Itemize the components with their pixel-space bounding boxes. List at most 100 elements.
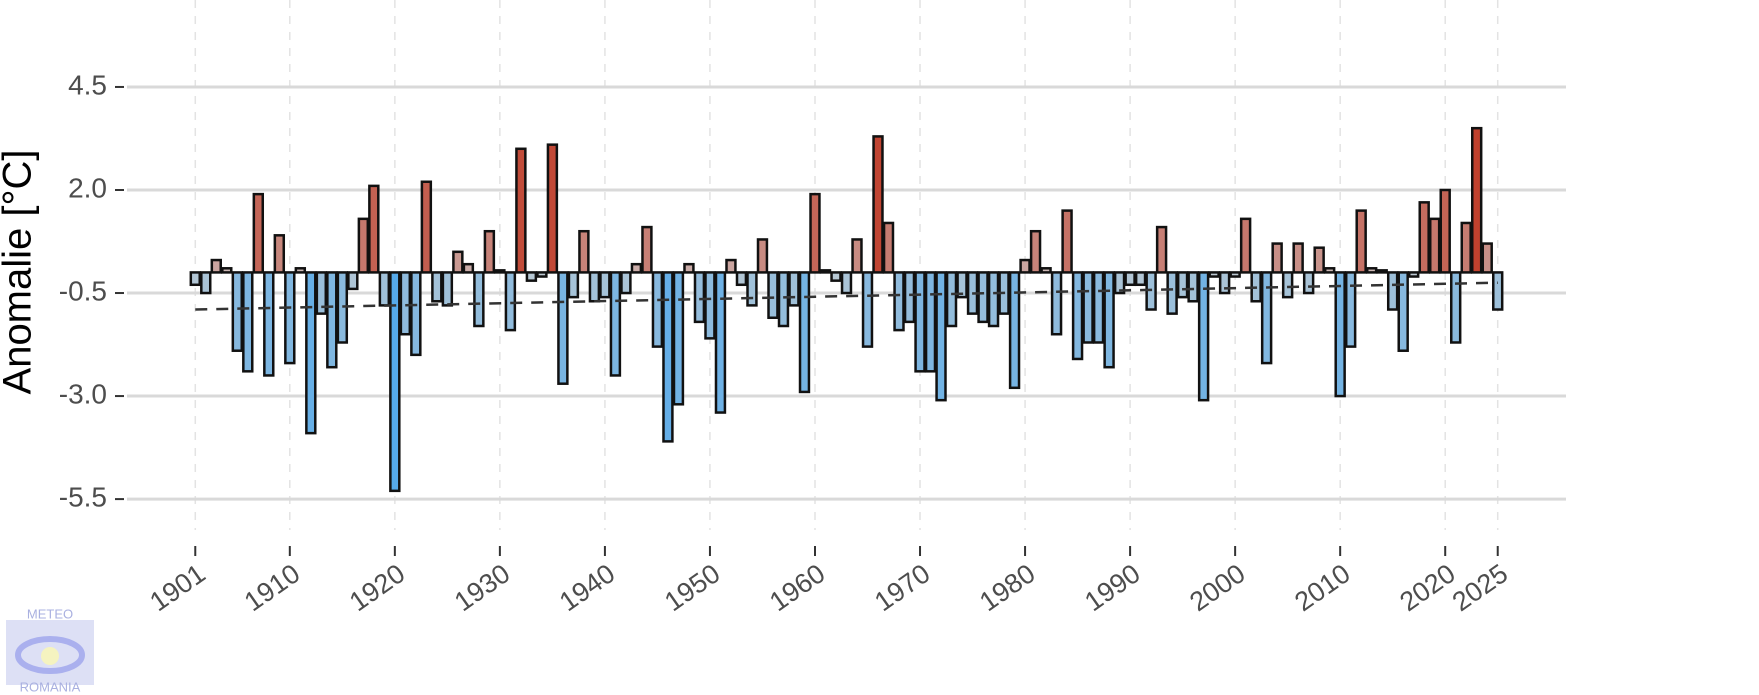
bar	[914, 271, 926, 373]
bar	[725, 258, 737, 274]
bar	[819, 269, 832, 274]
bar	[903, 271, 916, 324]
bar	[1418, 201, 1430, 274]
bar	[1302, 271, 1315, 295]
bar	[231, 271, 244, 352]
bar	[1197, 271, 1210, 402]
bar	[882, 221, 895, 274]
bar	[221, 267, 233, 274]
bar	[1439, 188, 1451, 274]
bar	[956, 271, 968, 299]
bar	[1492, 271, 1504, 311]
x-tick-label: 2000	[1184, 558, 1250, 617]
bar	[326, 271, 338, 369]
x-tick-label: 1910	[239, 558, 305, 617]
bar	[294, 267, 307, 274]
bar	[1481, 242, 1493, 274]
bar	[662, 271, 674, 443]
bar	[767, 271, 779, 320]
bar	[452, 250, 464, 274]
y-tick-label: -3.0	[59, 378, 107, 409]
bar	[557, 271, 569, 385]
bar	[756, 238, 769, 274]
bar	[1218, 271, 1231, 295]
bar	[189, 271, 201, 287]
bar	[1187, 271, 1199, 303]
logo-top: METEO	[27, 606, 73, 621]
y-tick-label: -5.5	[59, 481, 107, 512]
bar	[515, 147, 527, 274]
bar	[977, 271, 989, 324]
bar	[347, 271, 359, 291]
x-tick-label: 1990	[1079, 558, 1145, 617]
bar	[630, 262, 643, 274]
bar	[588, 271, 601, 303]
bar	[1376, 269, 1388, 274]
bar	[1134, 271, 1147, 287]
bar	[651, 271, 664, 348]
bar	[1092, 271, 1105, 344]
bar	[210, 258, 222, 274]
x-tick-label: 1970	[869, 558, 935, 617]
bar	[546, 143, 559, 274]
bar	[693, 271, 706, 324]
bar	[735, 271, 748, 287]
bar	[599, 271, 611, 299]
bar	[1082, 271, 1094, 344]
bar	[1155, 225, 1168, 274]
bar	[368, 184, 380, 274]
bar	[536, 271, 548, 278]
y-tick-label: 4.5	[68, 69, 107, 100]
bar	[1029, 229, 1042, 274]
bar	[1323, 267, 1336, 274]
bar	[1040, 267, 1052, 274]
bar	[1008, 271, 1021, 390]
bar	[273, 234, 286, 274]
bar	[704, 271, 716, 340]
bar	[861, 271, 874, 348]
bar	[420, 180, 433, 274]
bar	[1355, 209, 1367, 274]
logo-sun	[41, 647, 59, 665]
bar	[1071, 271, 1084, 361]
bar	[578, 229, 590, 274]
y-axis-label: Anomalie [°C]	[0, 150, 40, 395]
bar	[609, 271, 622, 377]
x-tick-label: 1960	[764, 558, 830, 617]
bar	[987, 271, 1000, 328]
bar	[1166, 271, 1178, 315]
bar	[473, 271, 485, 328]
x-tick-label: 1950	[659, 558, 725, 617]
bar	[672, 271, 685, 406]
bar	[1292, 242, 1304, 274]
x-tick-label: 2020	[1394, 558, 1460, 617]
bar	[494, 269, 506, 274]
bar	[200, 271, 212, 295]
bar	[872, 135, 884, 274]
x-tick-label: 1940	[554, 558, 620, 617]
bar	[1260, 271, 1273, 365]
bar	[389, 271, 401, 493]
bar	[242, 271, 254, 373]
bar	[809, 192, 821, 274]
bar	[1460, 221, 1472, 274]
bar	[1176, 271, 1189, 299]
bar	[945, 271, 958, 328]
bar	[315, 271, 328, 315]
bar	[525, 271, 538, 282]
bar	[1407, 271, 1420, 278]
bar	[1365, 267, 1378, 274]
bar	[1208, 271, 1220, 278]
bar	[1124, 271, 1136, 287]
bar	[483, 229, 496, 274]
bar	[1397, 271, 1409, 352]
bar	[714, 271, 727, 414]
bar	[924, 271, 937, 373]
bar	[851, 238, 863, 274]
bar	[1386, 271, 1399, 311]
bar	[641, 225, 653, 274]
bar	[1229, 271, 1241, 278]
bar	[441, 271, 454, 307]
logo-bottom: ROMANIA	[20, 679, 81, 694]
y-tick-label: -0.5	[59, 275, 107, 306]
